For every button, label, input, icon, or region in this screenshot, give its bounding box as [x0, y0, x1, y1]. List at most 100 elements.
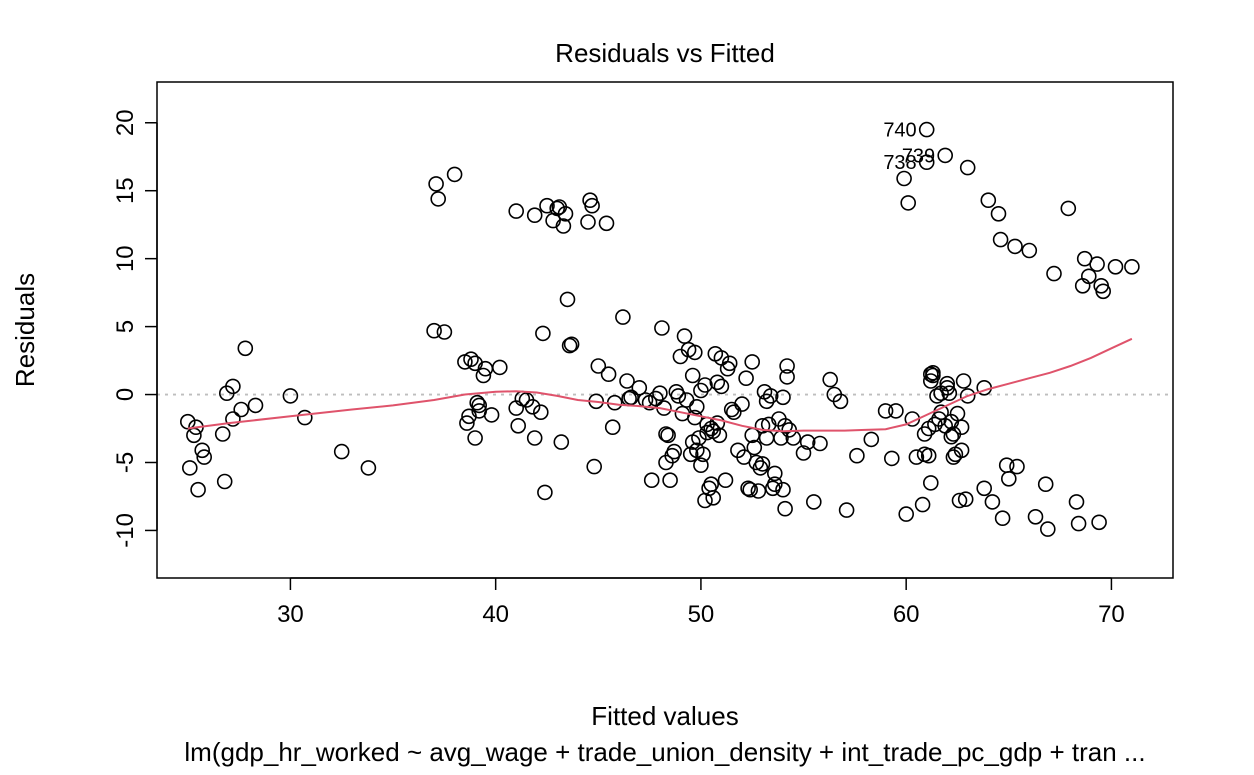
residual-point	[929, 388, 945, 404]
residual-point	[190, 481, 206, 498]
residual-point	[943, 428, 960, 445]
residual-point	[428, 176, 444, 192]
residual-point	[766, 476, 783, 493]
residual-point	[1107, 258, 1124, 275]
residual-point	[711, 427, 728, 444]
residual-point	[643, 472, 660, 489]
residual-point	[812, 435, 828, 452]
chart-title: Residuals vs Fitted	[555, 38, 775, 68]
residual-point	[758, 430, 775, 446]
residual-point	[557, 206, 574, 222]
residual-point	[1021, 242, 1038, 259]
residual-point	[740, 480, 756, 497]
residual-point	[918, 121, 935, 138]
residual-point	[914, 496, 931, 513]
residual-point	[615, 309, 631, 325]
residual-point	[896, 170, 912, 187]
residual-point	[584, 197, 600, 214]
residual-point	[430, 191, 447, 207]
residual-point	[863, 431, 880, 448]
residual-point	[604, 419, 621, 436]
x-axis-label: Fitted values	[591, 701, 738, 731]
residual-point	[734, 396, 750, 412]
residual-point	[918, 154, 935, 170]
residual-point	[524, 398, 541, 415]
residual-point	[959, 159, 976, 176]
residual-point	[1009, 458, 1025, 475]
residual-point	[941, 385, 958, 402]
residual-point	[475, 367, 492, 384]
residual-point	[237, 340, 254, 357]
residual-point	[990, 206, 1007, 222]
residual-point	[469, 394, 486, 411]
residual-point	[214, 426, 231, 442]
residual-point	[590, 358, 607, 374]
residual-point	[908, 449, 925, 465]
residual-point	[1027, 508, 1044, 525]
residual-point	[539, 197, 555, 214]
residual-point	[686, 409, 703, 426]
point-label: 739	[902, 145, 935, 167]
residual-point	[532, 404, 549, 421]
y-tick-label: -5	[112, 452, 139, 473]
y-tick-label: 10	[112, 245, 139, 272]
residual-point	[959, 388, 976, 404]
residual-point	[725, 404, 742, 421]
residual-point	[563, 336, 580, 353]
residual-point	[746, 439, 763, 456]
y-tick-label: 0	[112, 388, 139, 401]
residual-point	[699, 424, 715, 441]
residual-point	[508, 203, 525, 219]
residual-point	[598, 215, 615, 232]
residual-point	[697, 377, 713, 393]
residual-point	[623, 389, 639, 406]
residual-point	[670, 388, 687, 404]
residual-point	[925, 364, 941, 381]
residual-point	[491, 359, 508, 376]
residual-point	[953, 419, 970, 436]
residual-point	[619, 373, 635, 389]
residual-point	[586, 458, 603, 475]
residual-point	[838, 502, 855, 518]
point-label: 738	[883, 152, 916, 174]
residual-point	[1000, 470, 1017, 487]
residual-point	[779, 369, 795, 385]
residual-point	[877, 403, 894, 419]
residual-point	[927, 416, 943, 433]
residual-point	[703, 476, 720, 493]
residual-point	[705, 489, 722, 506]
residual-point	[976, 480, 993, 497]
residual-point	[662, 472, 678, 489]
residual-point	[553, 434, 570, 450]
residual-point	[1040, 521, 1056, 537]
residual-point	[951, 492, 968, 509]
residual-point	[920, 447, 937, 464]
residual-point	[360, 460, 377, 476]
residual-point	[1068, 494, 1085, 510]
x-tick-label: 70	[1098, 601, 1125, 628]
smooth-line	[187, 337, 1133, 433]
residual-point	[922, 366, 939, 383]
x-tick-label: 60	[893, 601, 920, 628]
residual-point	[631, 379, 648, 396]
residual-point	[1007, 238, 1023, 255]
y-axis: -10 -5 0 5 10 15 20	[112, 109, 158, 548]
residual-point	[1095, 283, 1111, 300]
residual-point	[738, 370, 754, 387]
residual-point	[713, 378, 730, 395]
residual-point	[282, 388, 299, 404]
residual-point	[561, 337, 578, 354]
residual-point	[535, 325, 551, 342]
residual-point	[666, 443, 683, 460]
residual-point	[953, 442, 970, 459]
residual-point	[939, 375, 956, 392]
y-tick-label: 15	[112, 177, 139, 204]
residual-point	[709, 374, 726, 391]
residual-point	[766, 465, 783, 482]
residual-point	[686, 344, 703, 361]
residual-point	[775, 481, 791, 498]
residual-point	[660, 427, 676, 444]
residual-point	[1060, 200, 1077, 217]
